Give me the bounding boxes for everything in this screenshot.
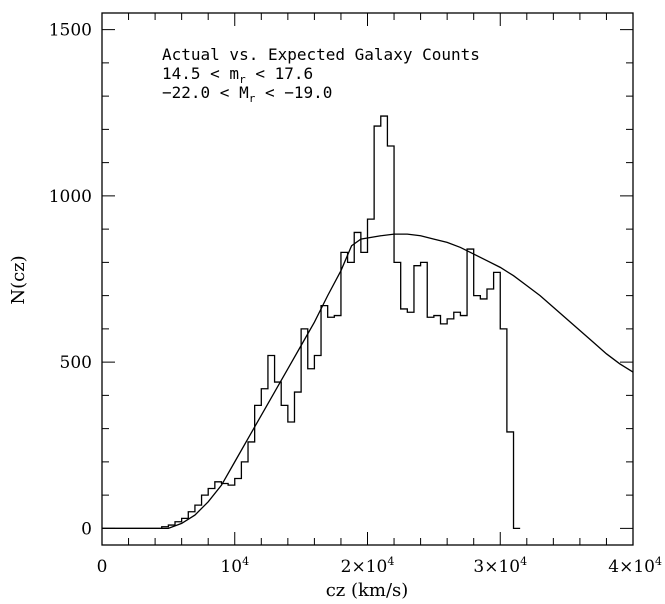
y-tick-label: 500 [60, 353, 92, 373]
y-axis-title: N(cz) [8, 255, 29, 304]
y-tick-label: 1000 [49, 187, 92, 207]
annotation-line-2: 14.5 < mr < 17.6 [162, 64, 313, 86]
x-tick-label: 104 [220, 555, 249, 577]
axis-ticks [101, 13, 634, 545]
x-tick-label: 4×104 [608, 555, 662, 577]
y-tick-label: 1500 [49, 21, 92, 41]
expected-counts-curve [102, 233, 634, 530]
x-tick-label: 2×104 [341, 555, 395, 577]
annotation-line-1: Actual vs. Expected Galaxy Counts [162, 45, 480, 64]
axis-tick-labels: 0 104 2×104 3×104 4×104 0 500 1000 1500 [49, 21, 662, 577]
x-tick-label: 0 [97, 557, 108, 577]
x-axis-title: cz (km/s) [326, 580, 409, 601]
annotation-line-3: −22.0 < Mr < −19.0 [162, 83, 332, 105]
y-tick-label: 0 [81, 519, 92, 539]
x-tick-label: 3×104 [473, 555, 527, 577]
actual-counts-histogram [102, 115, 521, 530]
